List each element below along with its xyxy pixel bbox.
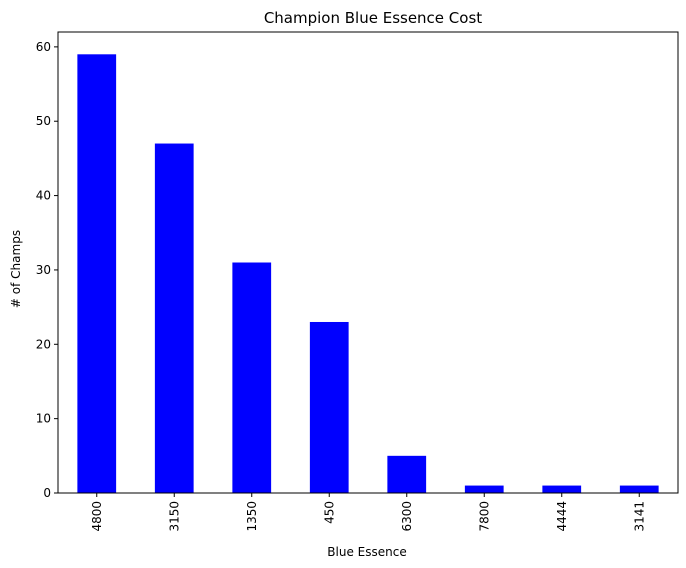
bar-7800 [464, 485, 504, 493]
y-tick-label: 40 [36, 189, 51, 203]
x-tick-label: 6300 [400, 501, 414, 532]
y-tick-label: 60 [36, 40, 51, 54]
y-tick-label: 20 [36, 337, 51, 351]
plot-frame [57, 31, 679, 494]
chart-title: Champion Blue Essence Cost [264, 9, 482, 27]
x-tick-label: 3141 [632, 501, 646, 532]
bar-1350 [232, 262, 272, 493]
x-tick-label: 4444 [555, 501, 569, 532]
bar-3141 [619, 485, 659, 493]
x-axis-label: Blue Essence [327, 545, 406, 559]
x-tick-label: 450 [322, 501, 336, 524]
bar-450 [309, 321, 349, 493]
y-axis: 0 10 20 30 40 50 60 [36, 40, 58, 500]
x-tick-label: 7800 [477, 501, 491, 532]
bar-3150 [154, 143, 194, 493]
y-tick-label: 10 [36, 412, 51, 426]
bar-6300 [387, 455, 427, 493]
y-tick-label: 30 [36, 263, 51, 277]
bar-4800 [77, 54, 117, 493]
x-tick-label: 3150 [167, 501, 181, 532]
x-tick-label: 1350 [245, 501, 259, 532]
bars-group [77, 54, 659, 493]
x-axis: 4800 3150 1350 450 6300 7800 4444 3141 [90, 493, 646, 532]
y-axis-label: # of Champs [9, 230, 23, 308]
y-tick-label: 50 [36, 114, 51, 128]
x-tick-label: 4800 [90, 501, 104, 532]
y-tick-label: 0 [43, 486, 51, 500]
bar-4444 [542, 485, 582, 493]
